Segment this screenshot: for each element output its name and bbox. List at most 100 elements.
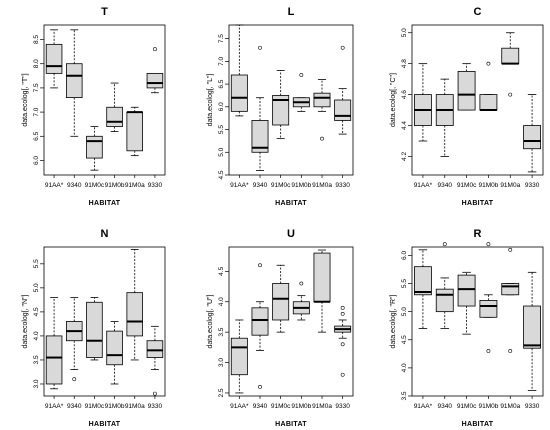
x-tick-label: 91AA* (414, 403, 433, 410)
chart-panel-R: R 3.5 4.0 4.5 5.0 5.5 6.0 data.ecolog[, "R"] 91A… (390, 228, 544, 428)
x-tick-label: 91M0b (478, 403, 498, 410)
box-91AA*: 91AA* (414, 63, 433, 189)
box-91M0c: 91M0c (271, 70, 291, 189)
y-axis-label: data.ecolog[, "T"] (22, 73, 29, 126)
x-tick-label: 9340 (438, 182, 453, 189)
box-91AA*: 91AA* (45, 297, 64, 410)
y-axis-label: data.ecolog[, "C"] (390, 73, 397, 127)
x-tick-label: 91M0c (85, 182, 105, 189)
outlier-point (258, 263, 262, 268)
box-iqr (45, 335, 63, 385)
box-9330: 9330 (334, 45, 352, 189)
box-iqr (457, 274, 476, 307)
x-tick-label: 91M0b (105, 182, 125, 189)
y-tick-label: 6.0 (218, 102, 225, 111)
chart-title: C (474, 6, 482, 18)
x-axis-label: HABITAT (89, 200, 121, 207)
y-tick-label: 3.5 (33, 355, 40, 364)
box-9330: 9330 (523, 94, 541, 189)
box-9330: 9330 (523, 271, 541, 410)
x-tick-label: 91M0a (125, 182, 145, 189)
box-91AA*: 91AA* (230, 24, 249, 189)
y-tick-label: 4.5 (33, 307, 40, 316)
y-tick-label: 6.0 (33, 156, 40, 165)
x-tick-label: 91M0b (291, 182, 311, 189)
outlier-point (508, 92, 513, 97)
box-91M0a: 91M0a (312, 79, 332, 189)
box-iqr (523, 125, 541, 150)
x-tick-label: 91M0a (500, 403, 520, 410)
box-iqr (435, 288, 454, 313)
box-91M0c: 91M0c (85, 126, 105, 189)
y-tick-label: 7.0 (218, 56, 225, 65)
x-axis-label: HABITAT (462, 421, 494, 428)
box-iqr (272, 95, 290, 126)
chart-panel-N: N 3.0 3.5 4.0 4.5 5.0 5.5 data.ecolog[, "N"] 91A… (22, 228, 166, 428)
plot-frame (411, 24, 544, 176)
box-iqr (479, 94, 498, 111)
box-iqr (251, 307, 269, 336)
x-tick-label: 91M0a (312, 182, 332, 189)
box-iqr (106, 106, 123, 128)
y-tick-label: 7.5 (33, 83, 40, 92)
box-91M0a: 91M0a (125, 249, 145, 410)
box-91M0a: 91M0a (500, 247, 521, 410)
chart-panel-L: L 4.5 5.0 5.5 6.0 6.5 7.0 7.5 data.ecolog[, "L"]… (207, 6, 354, 207)
x-tick-label: 9330 (335, 182, 350, 189)
x-tick-label: 9330 (148, 182, 163, 189)
box-91M0c: 91M0c (457, 271, 477, 410)
x-tick-label: 9330 (525, 403, 540, 410)
x-tick-label: 9340 (67, 403, 82, 410)
box-iqr (230, 74, 248, 112)
box-iqr (414, 266, 432, 296)
box-iqr (501, 47, 520, 65)
plot-frame (411, 246, 544, 397)
chart-title: R (474, 228, 482, 240)
x-tick-label: 91AA* (414, 182, 433, 189)
outlier-point (340, 372, 345, 377)
box-91M0a: 91M0a (312, 249, 332, 410)
outlier-point (486, 242, 491, 247)
x-tick-label: 91M0a (500, 182, 520, 189)
box-9340: 9340 (251, 263, 269, 410)
x-tick-label: 91AA* (230, 403, 249, 410)
x-tick-label: 9330 (148, 403, 163, 410)
x-axis-label: HABITAT (275, 421, 307, 428)
outlier-point (340, 311, 345, 316)
y-tick-label: 4.2 (401, 152, 408, 161)
box-91AA*: 91AA* (414, 249, 433, 410)
y-tick-label: 6.5 (218, 79, 225, 88)
box-iqr (86, 135, 103, 159)
x-tick-label: 91AA* (230, 182, 249, 189)
plot-frame (228, 246, 354, 397)
plot-frame (228, 24, 354, 176)
box-iqr (126, 292, 144, 337)
plot-frame (43, 246, 166, 397)
box-9340: 9340 (65, 29, 83, 189)
x-tick-label: 9330 (525, 182, 540, 189)
x-tick-label: 91M0b (291, 403, 311, 410)
box-iqr (86, 301, 103, 358)
y-tick-label: 4.0 (33, 331, 40, 340)
x-tick-label: 9330 (335, 403, 350, 410)
y-tick-label: 4.4 (401, 121, 408, 130)
chart-panel-T: T 6.0 6.5 7.0 7.5 8.0 8.5 data.ecolog[, "T"] 91A… (22, 6, 166, 207)
y-tick-label: 5.0 (218, 147, 225, 156)
x-tick-label: 91AA* (45, 403, 64, 410)
y-tick-label: 2.5 (218, 388, 225, 397)
outlier-point (299, 281, 304, 286)
x-axis-label: HABITAT (462, 200, 494, 207)
box-iqr (523, 305, 541, 349)
y-tick-label: 7.5 (218, 34, 225, 43)
x-axis-label: HABITAT (89, 421, 121, 428)
x-tick-label: 91M0c (457, 403, 477, 410)
outlier-point (442, 242, 447, 247)
outlier-point (258, 45, 262, 50)
y-tick-label: 3.5 (218, 327, 225, 336)
x-tick-label: 9340 (438, 403, 453, 410)
outlier-point (508, 349, 513, 353)
y-tick-label: 8.5 (33, 35, 40, 44)
y-tick-label: 5.5 (218, 125, 225, 134)
box-iqr (146, 340, 164, 358)
